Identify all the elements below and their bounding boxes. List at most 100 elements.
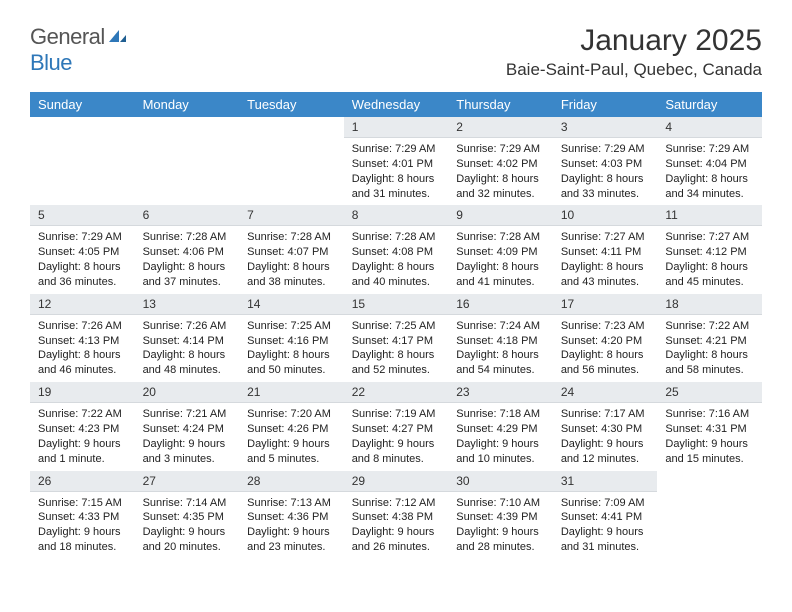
sunrise-text: Sunrise: 7:13 AM xyxy=(247,496,336,511)
daylight-line2: and 12 minutes. xyxy=(561,452,650,467)
sunrise-text: Sunrise: 7:27 AM xyxy=(561,230,650,245)
day-header: Friday xyxy=(553,92,658,117)
daylight-line2: and 28 minutes. xyxy=(456,540,545,555)
sunset-text: Sunset: 4:01 PM xyxy=(352,157,441,172)
day-number: 13 xyxy=(135,294,240,315)
daylight-line1: Daylight: 8 hours xyxy=(665,172,754,187)
sunset-text: Sunset: 4:33 PM xyxy=(38,510,127,525)
day-header: Thursday xyxy=(448,92,553,117)
calendar-day-cell: 28Sunrise: 7:13 AMSunset: 4:36 PMDayligh… xyxy=(239,471,344,559)
sunrise-text: Sunrise: 7:15 AM xyxy=(38,496,127,511)
day-number: 21 xyxy=(239,382,344,403)
logo-sail-icon xyxy=(107,24,127,50)
calendar-day-cell: 3Sunrise: 7:29 AMSunset: 4:03 PMDaylight… xyxy=(553,117,658,205)
calendar-week-row: 12 Sunrise: 7:26 AM Sunset: 4:13 PM Dayligh… xyxy=(30,294,762,382)
calendar-day-cell: 22Sunrise: 7:19 AMSunset: 4:27 PMDayligh… xyxy=(344,382,449,470)
day-header: Tuesday xyxy=(239,92,344,117)
day-details: Sunrise: 7:28 AMSunset: 4:08 PMDaylight:… xyxy=(344,226,449,293)
sunset-text: Sunset: 4:23 PM xyxy=(38,422,127,437)
calendar-table: SundayMondayTuesdayWednesdayThursdayFrid… xyxy=(30,92,762,559)
sunset-text: Sunset: 4:30 PM xyxy=(561,422,650,437)
daylight-line2: and 33 minutes. xyxy=(561,187,650,202)
day-number: 25 xyxy=(657,382,762,403)
calendar-week-row: 5Sunrise: 7:29 AMSunset: 4:05 PMDaylight… xyxy=(30,205,762,293)
calendar-day-cell: 30Sunrise: 7:10 AMSunset: 4:39 PMDayligh… xyxy=(448,471,553,559)
sunset-text: Sunset: 4:38 PM xyxy=(352,510,441,525)
day-number: 3 xyxy=(553,117,658,138)
sunset-text: Sunset: 4:18 PM xyxy=(456,334,545,349)
calendar-empty-cell xyxy=(30,117,135,205)
day-details: Sunrise: 7:25 AMSunset: 4:16 PMDaylight:… xyxy=(239,315,344,382)
calendar-day-cell: 24Sunrise: 7:17 AMSunset: 4:30 PMDayligh… xyxy=(553,382,658,470)
calendar-day-cell: 13 Sunrise: 7:26 AMSunset: 4:14 PMDayligh… xyxy=(135,294,240,382)
day-details: Sunrise: 7:24 AMSunset: 4:18 PMDaylight:… xyxy=(448,315,553,382)
daylight-line1: Daylight: 8 hours xyxy=(352,172,441,187)
sunrise-text: Sunrise: 7:28 AM xyxy=(456,230,545,245)
day-number: 23 xyxy=(448,382,553,403)
page-title: January 2025 xyxy=(506,24,762,58)
daylight-line1: Daylight: 8 hours xyxy=(561,260,650,275)
daylight-line1: Daylight: 8 hours xyxy=(247,348,336,363)
sunset-text: Sunset: 4:13 PM xyxy=(38,334,127,349)
calendar-day-cell: 20Sunrise: 7:21 AMSunset: 4:24 PMDayligh… xyxy=(135,382,240,470)
daylight-line1: Daylight: 8 hours xyxy=(561,348,650,363)
daylight-line1: Daylight: 8 hours xyxy=(456,348,545,363)
sunrise-text: Sunrise: 7:25 AM xyxy=(352,319,441,334)
sunset-text: Sunset: 4:14 PM xyxy=(143,334,232,349)
daylight-line2: and 58 minutes. xyxy=(665,363,754,378)
sunset-text: Sunset: 4:24 PM xyxy=(143,422,232,437)
logo-blue: Blue xyxy=(30,50,72,75)
daylight-line1: Daylight: 9 hours xyxy=(247,525,336,540)
daylight-line2: and 46 minutes. xyxy=(38,363,127,378)
day-details: Sunrise: 7:29 AMSunset: 4:05 PMDaylight:… xyxy=(30,226,135,293)
sunrise-text: Sunrise: 7:28 AM xyxy=(247,230,336,245)
daylight-line2: and 45 minutes. xyxy=(665,275,754,290)
sunrise-text: Sunrise: 7:25 AM xyxy=(247,319,336,334)
day-number: 12 xyxy=(30,294,135,315)
sunrise-text: Sunrise: 7:26 AM xyxy=(143,319,232,334)
daylight-line1: Daylight: 8 hours xyxy=(665,260,754,275)
sunset-text: Sunset: 4:08 PM xyxy=(352,245,441,260)
day-details: Sunrise: 7:23 AMSunset: 4:20 PMDaylight:… xyxy=(553,315,658,382)
day-details: Sunrise: 7:28 AMSunset: 4:07 PMDaylight:… xyxy=(239,226,344,293)
day-details: Sunrise: 7:10 AMSunset: 4:39 PMDaylight:… xyxy=(448,492,553,559)
day-details: Sunrise: 7:25 AMSunset: 4:17 PMDaylight:… xyxy=(344,315,449,382)
day-number: 18 xyxy=(657,294,762,315)
daylight-line1: Daylight: 8 hours xyxy=(143,348,232,363)
sunset-text: Sunset: 4:12 PM xyxy=(665,245,754,260)
day-number: 6 xyxy=(135,205,240,226)
day-number: 2 xyxy=(448,117,553,138)
daylight-line1: Daylight: 8 hours xyxy=(143,260,232,275)
location: Baie-Saint-Paul, Quebec, Canada xyxy=(506,60,762,80)
day-header-row: SundayMondayTuesdayWednesdayThursdayFrid… xyxy=(30,92,762,117)
calendar-day-cell: 6Sunrise: 7:28 AMSunset: 4:06 PMDaylight… xyxy=(135,205,240,293)
sunrise-text: Sunrise: 7:21 AM xyxy=(143,407,232,422)
daylight-line1: Daylight: 8 hours xyxy=(247,260,336,275)
calendar-day-cell: 8Sunrise: 7:28 AMSunset: 4:08 PMDaylight… xyxy=(344,205,449,293)
day-details: Sunrise: 7:09 AMSunset: 4:41 PMDaylight:… xyxy=(553,492,658,559)
calendar-day-cell: 26Sunrise: 7:15 AMSunset: 4:33 PMDayligh… xyxy=(30,471,135,559)
sunset-text: Sunset: 4:35 PM xyxy=(143,510,232,525)
day-number: 16 xyxy=(448,294,553,315)
daylight-line1: Daylight: 8 hours xyxy=(456,172,545,187)
day-number: 17 xyxy=(553,294,658,315)
sunrise-text: Sunrise: 7:14 AM xyxy=(143,496,232,511)
sunset-text: Sunset: 4:17 PM xyxy=(352,334,441,349)
daylight-line2: and 43 minutes. xyxy=(561,275,650,290)
calendar-day-cell: 12Sunrise: 7:26 AMSunset: 4:13 PMDayligh… xyxy=(30,294,135,382)
sunset-text: Sunset: 4:02 PM xyxy=(456,157,545,172)
calendar-empty-cell xyxy=(135,117,240,205)
daylight-line1: Daylight: 8 hours xyxy=(456,260,545,275)
daylight-line1: Daylight: 9 hours xyxy=(38,437,127,452)
daylight-line1: Daylight: 9 hours xyxy=(456,525,545,540)
header: GeneralBlue January 2025 Baie-Saint-Paul… xyxy=(30,24,762,80)
calendar-day-cell: 7Sunrise: 7:28 AMSunset: 4:07 PMDaylight… xyxy=(239,205,344,293)
daylight-line2: and 40 minutes. xyxy=(352,275,441,290)
sunset-text: Sunset: 4:05 PM xyxy=(38,245,127,260)
sunrise-text: Sunrise: 7:29 AM xyxy=(456,142,545,157)
daylight-line1: Daylight: 9 hours xyxy=(665,437,754,452)
sunset-text: Sunset: 4:11 PM xyxy=(561,245,650,260)
day-details: Sunrise: 7:27 AMSunset: 4:11 PMDaylight:… xyxy=(553,226,658,293)
daylight-line2: and 32 minutes. xyxy=(456,187,545,202)
sunrise-text: Sunrise: 7:19 AM xyxy=(352,407,441,422)
